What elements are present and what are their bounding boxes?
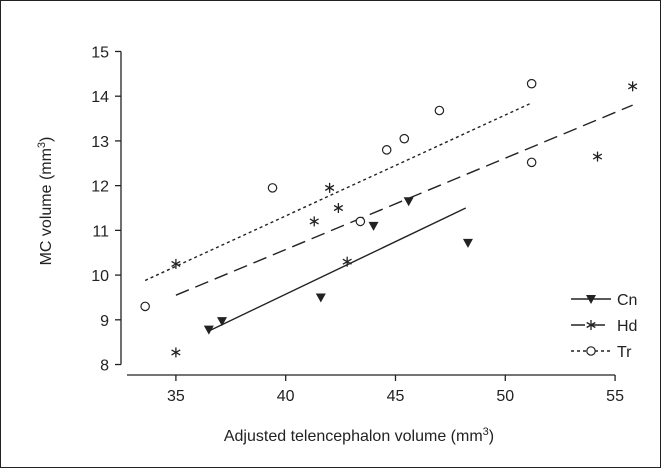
y-tick-label: 11 <box>92 223 109 240</box>
hd-point <box>324 182 335 193</box>
tr-point <box>381 145 392 155</box>
asterisk-stroke <box>171 260 181 267</box>
tr-point <box>140 301 150 312</box>
cn-point <box>315 293 326 303</box>
asterisk-stroke <box>592 153 603 160</box>
hd-point <box>171 347 181 358</box>
axes: 8 9 10 11 12 13 14 15 35 40 45 50 55 <box>91 44 624 405</box>
y-tick-label: 13 <box>91 134 109 151</box>
legend: Cn Hd Tr <box>571 292 637 361</box>
hd-point <box>592 151 603 162</box>
legend-cn-label: Cn <box>617 292 637 309</box>
tr-point <box>355 216 366 227</box>
hd-fit-line <box>175 104 633 296</box>
hd-point <box>309 216 319 227</box>
tr-fit-line <box>144 102 532 282</box>
hd-point <box>342 256 352 267</box>
tr-point <box>526 157 537 168</box>
asterisk-stroke <box>333 204 344 212</box>
data-points <box>140 78 638 358</box>
tr-point <box>267 183 278 193</box>
asterisk-stroke <box>309 218 319 225</box>
hd-point <box>171 258 181 269</box>
cn-point <box>203 325 214 335</box>
tr-point <box>399 133 410 144</box>
hd-point <box>627 81 638 92</box>
x-tick-label: 45 <box>387 388 405 405</box>
x-tick-label: 40 <box>277 388 295 405</box>
x-axis-label: Adjusted telencephalon volume (mm3) <box>224 426 494 445</box>
legend-cn-marker <box>586 295 596 304</box>
y-tick-label: 14 <box>91 89 109 106</box>
tr-point <box>526 78 537 89</box>
cn-point <box>217 317 228 327</box>
fit-lines <box>144 102 633 332</box>
cn-point <box>462 238 473 248</box>
x-tick-label: 50 <box>496 388 514 405</box>
cn-point <box>403 197 414 207</box>
legend-tr-marker <box>586 346 596 356</box>
y-axis-label: MC volume (mm3) <box>36 137 55 266</box>
x-tick-label: 35 <box>167 388 185 405</box>
y-tick-label: 15 <box>91 44 109 61</box>
cn-fit-line <box>208 207 467 332</box>
asterisk-stroke <box>627 83 638 90</box>
y-tick-label: 12 <box>91 179 109 196</box>
asterisk-stroke <box>586 321 596 329</box>
x-tick-label: 55 <box>606 388 624 405</box>
legend-tr-label: Tr <box>617 344 632 361</box>
hd-point <box>333 203 344 213</box>
tr-point <box>434 105 445 116</box>
y-tick-label: 8 <box>100 358 109 375</box>
cn-point <box>368 221 379 231</box>
asterisk-stroke <box>342 258 352 265</box>
y-tick-label: 10 <box>91 268 109 285</box>
legend-hd-marker <box>586 320 596 330</box>
legend-hd-label: Hd <box>617 318 637 335</box>
asterisk-stroke <box>324 184 335 191</box>
y-tick-label: 9 <box>100 313 109 330</box>
asterisk-stroke <box>171 349 181 356</box>
